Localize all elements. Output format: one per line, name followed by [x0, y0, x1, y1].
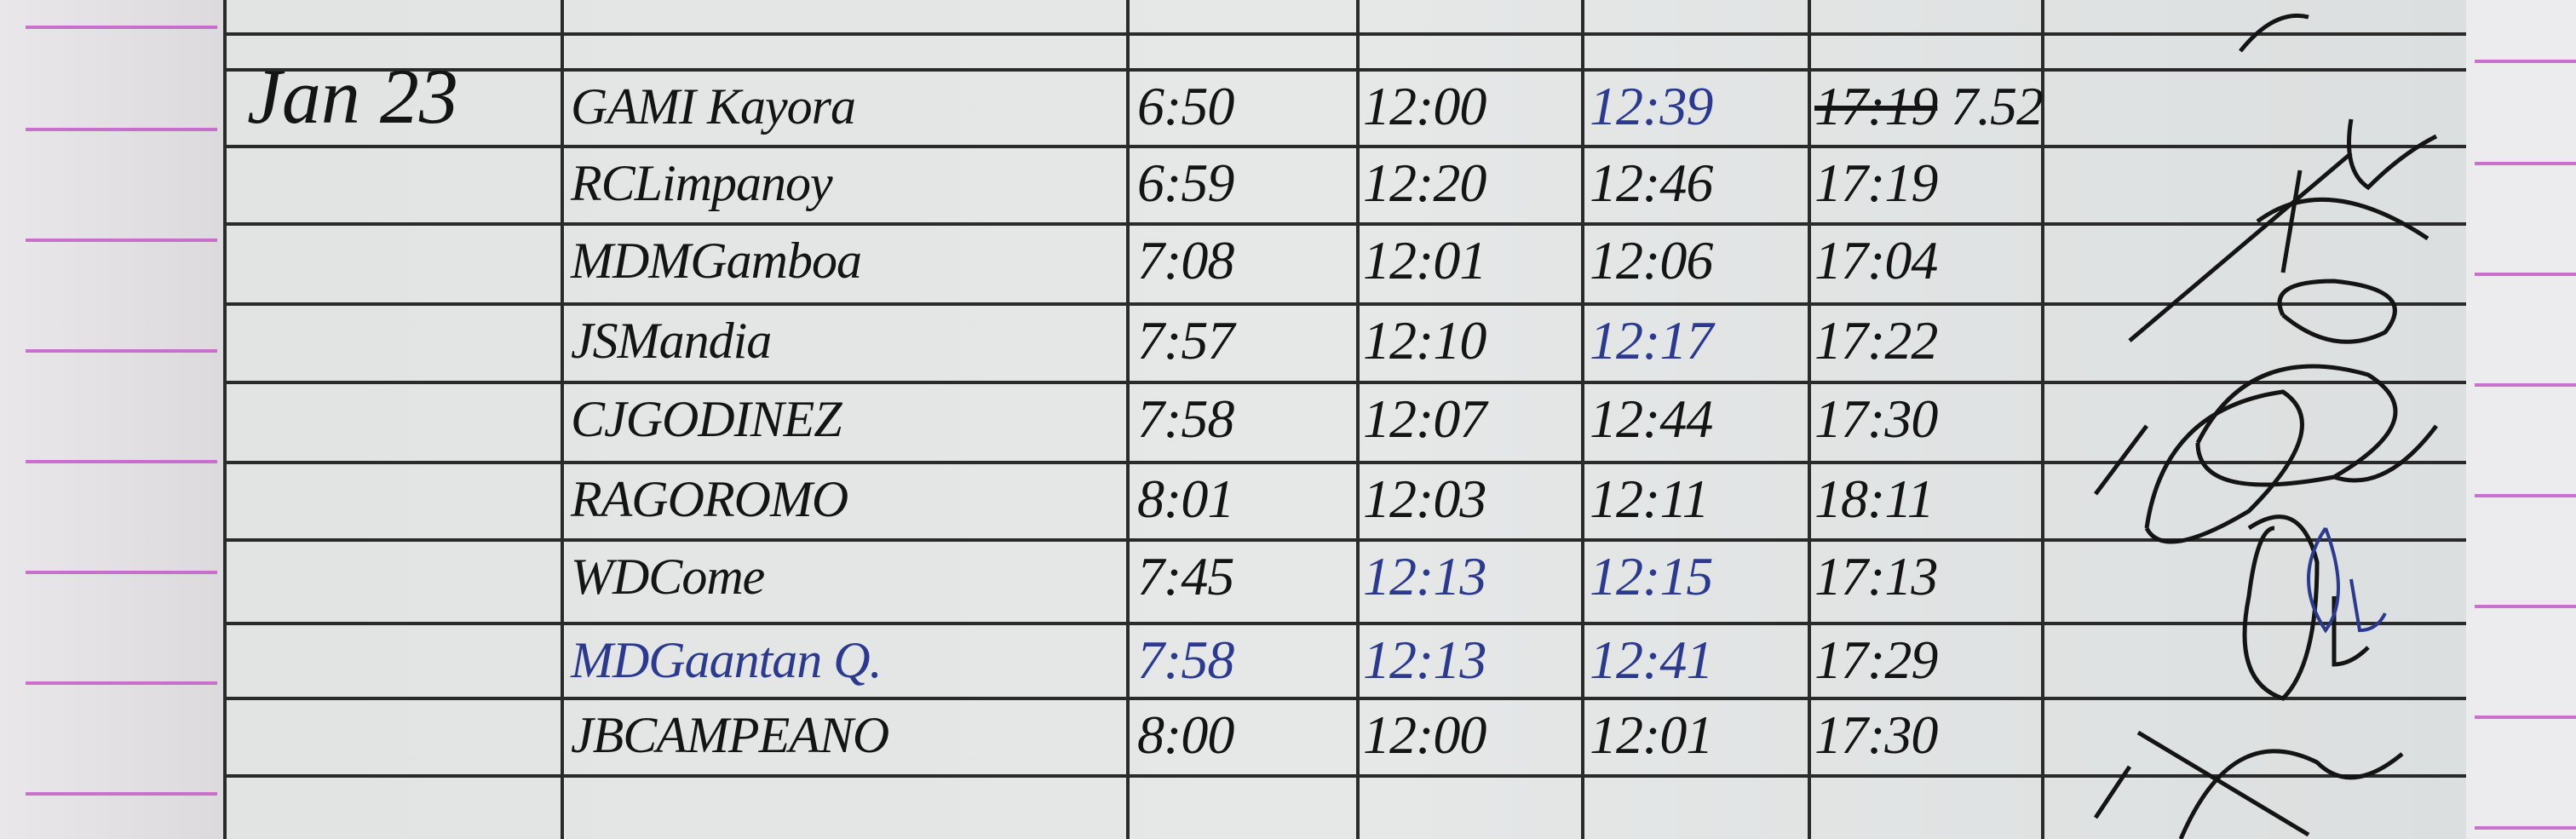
row-6-lunch-out: 12:03: [1363, 468, 1486, 529]
ruled-line: [223, 32, 2466, 36]
margin-line: [26, 681, 217, 685]
signature-5: [2144, 389, 2304, 544]
row-8-name: MDGaantan Q.: [571, 631, 883, 688]
row-4-time-in: 7:57: [1137, 310, 1234, 371]
signature-1: [2239, 13, 2438, 191]
margin-line: [2475, 162, 2576, 165]
left-notebook-page: [0, 0, 223, 839]
right-notebook-page: [2466, 0, 2576, 839]
row-6-name: RAGOROMO: [571, 470, 848, 527]
row-3-name: MDMGamboa: [571, 232, 862, 289]
ruled-line: [223, 302, 2466, 306]
ruled-line: [223, 68, 2466, 72]
row-1-time-out: 17:19: [1814, 76, 1938, 136]
row-9-lunch-in: 12:01: [1590, 704, 1713, 765]
row-7-lunch-in: 12:15: [1590, 546, 1713, 606]
signature-scribbles: [2093, 13, 2438, 839]
row-3-lunch-out: 12:01: [1363, 230, 1486, 290]
blue-signature: [2307, 526, 2387, 634]
ruled-line: [223, 222, 2466, 226]
row-8-time-in: 7:58: [1137, 629, 1234, 690]
row-2-lunch-in: 12:46: [1590, 152, 1713, 213]
margin-line: [2475, 60, 2576, 63]
ruled-line: [223, 697, 2466, 700]
row-5-lunch-in: 12:44: [1590, 388, 1713, 449]
column-line: [223, 0, 227, 839]
margin-line: [26, 792, 217, 796]
row-1-name: GAMI Kayora: [571, 78, 856, 135]
ruled-line: [223, 381, 2466, 384]
column-line: [1581, 0, 1584, 839]
row-9-lunch-out: 12:00: [1363, 704, 1486, 765]
signature-3: [2277, 279, 2397, 344]
margin-line: [26, 238, 217, 242]
signature-8: [2093, 424, 2148, 819]
row-2-name: RCLimpanoy: [571, 154, 833, 211]
row-1-lunch-out: 12:00: [1363, 76, 1486, 136]
row-3-time-in: 7:08: [1137, 230, 1234, 290]
row-5-time-out: 17:30: [1814, 388, 1938, 449]
row-9-time-out: 17:30: [1814, 704, 1938, 765]
row-2-lunch-out: 12:20: [1363, 152, 1486, 213]
row-3-time-out: 17:04: [1814, 230, 1938, 290]
row-7-time-in: 7:45: [1137, 546, 1234, 606]
row-4-name: JSMandia: [571, 312, 772, 369]
column-line: [561, 0, 564, 839]
row-1-extra: 7.52: [1951, 76, 2044, 136]
column-line: [2041, 0, 2044, 839]
margin-line: [2475, 383, 2576, 387]
column-line: [1356, 0, 1360, 839]
signature-6: [2242, 514, 2370, 701]
margin-line: [2475, 605, 2576, 608]
row-9-name: JBCAMPEANO: [571, 706, 889, 763]
row-8-lunch-out: 12:13: [1363, 629, 1486, 690]
margin-line: [26, 128, 217, 131]
signature-4: [2195, 364, 2438, 487]
row-6-lunch-in: 12:11: [1590, 468, 1710, 529]
row-5-time-in: 7:58: [1137, 388, 1234, 449]
log-date: Jan 23: [247, 53, 458, 140]
margin-line: [2475, 273, 2576, 276]
row-7-name: WDCome: [571, 548, 765, 605]
ruled-line: [223, 145, 2466, 148]
row-5-lunch-out: 12:07: [1363, 388, 1486, 449]
ruled-line: [223, 461, 2466, 464]
margin-line: [2475, 494, 2576, 497]
margin-line: [26, 460, 217, 463]
ruled-line: [223, 622, 2466, 625]
ruled-line: [223, 774, 2466, 778]
signature-2: [2128, 152, 2429, 342]
row-6-time-in: 8:01: [1137, 468, 1234, 529]
column-line: [1126, 0, 1130, 839]
row-1-time-in: 6:50: [1137, 76, 1234, 136]
row-4-lunch-in: 12:17: [1590, 310, 1713, 371]
margin-line: [2475, 826, 2576, 830]
signature-7: [2136, 730, 2404, 839]
column-line: [1808, 0, 1811, 839]
margin-line: [2475, 715, 2576, 719]
row-8-lunch-in: 12:41: [1590, 629, 1713, 690]
row-4-time-out: 17:22: [1814, 310, 1938, 371]
row-5-name: CJGODINEZ: [571, 390, 842, 447]
margin-line: [26, 26, 217, 29]
row-9-time-in: 8:00: [1137, 704, 1234, 765]
row-6-time-out: 18:11: [1814, 468, 1935, 529]
row-2-time-in: 6:59: [1137, 152, 1234, 213]
row-7-time-out: 17:13: [1814, 546, 1938, 606]
ruled-line: [223, 538, 2466, 542]
margin-line: [26, 571, 217, 574]
row-8-time-out: 17:29: [1814, 629, 1938, 690]
row-1-lunch-in: 12:39: [1590, 76, 1713, 136]
margin-line: [26, 349, 217, 353]
row-7-lunch-out: 12:13: [1363, 546, 1486, 606]
row-3-lunch-in: 12:06: [1590, 230, 1713, 290]
row-4-lunch-out: 12:10: [1363, 310, 1486, 371]
row-2-time-out: 17:19: [1814, 152, 1938, 213]
